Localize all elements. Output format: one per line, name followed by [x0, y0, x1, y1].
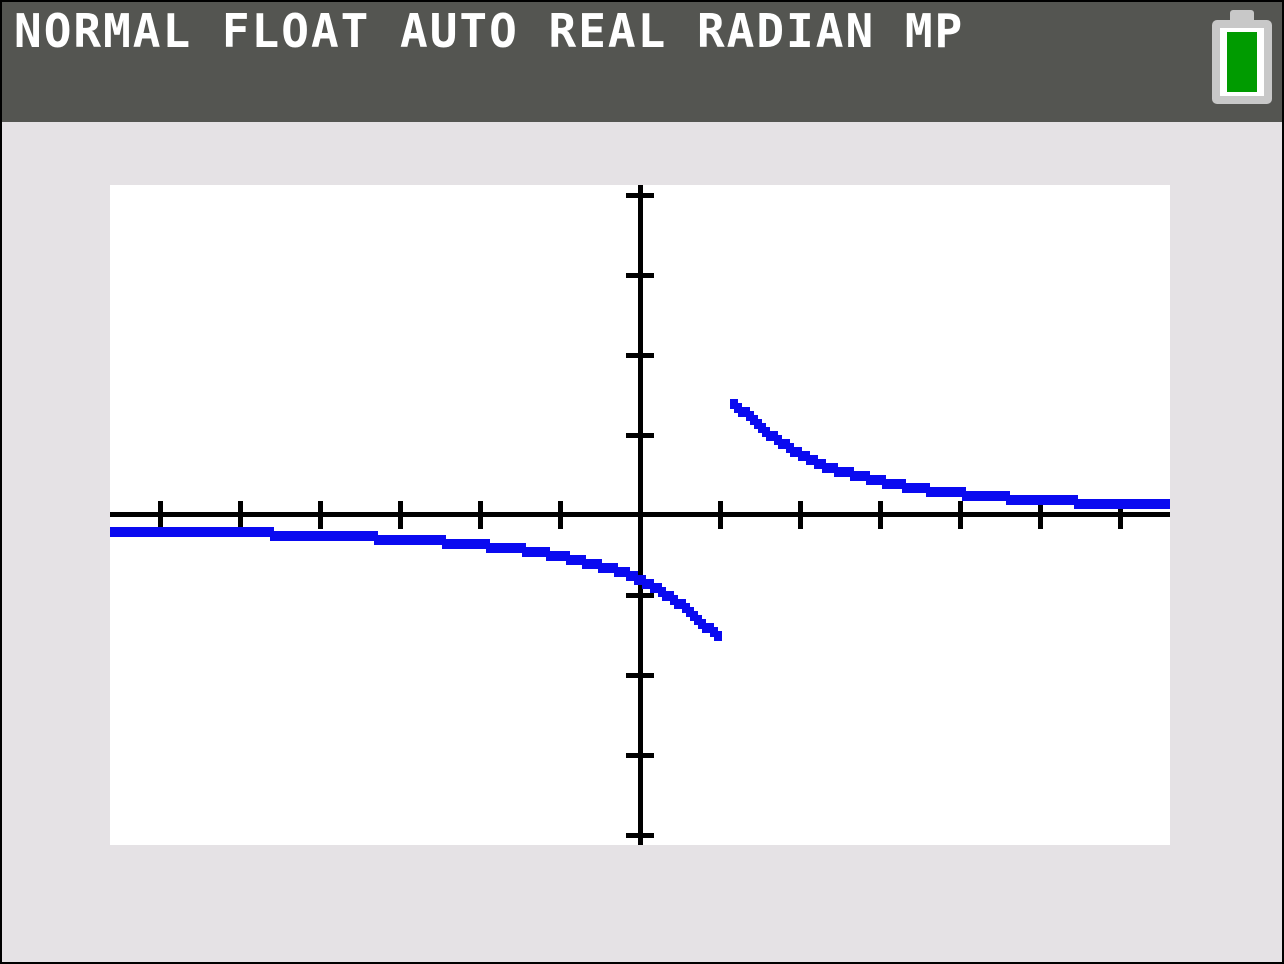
status-bar-text: NORMAL FLOAT AUTO REAL RADIAN MP — [14, 4, 965, 58]
y-axis-tick — [626, 193, 654, 198]
battery-level — [1227, 32, 1257, 92]
x-axis-tick — [318, 501, 323, 529]
battery-body — [1212, 20, 1272, 104]
x-axis-tick — [958, 501, 963, 529]
y-axis-tick — [626, 353, 654, 358]
y-axis-tick — [626, 833, 654, 838]
graph-canvas — [110, 185, 1170, 845]
x-axis-tick — [398, 501, 403, 529]
y-axis-tick — [626, 433, 654, 438]
graph-area — [110, 185, 1170, 845]
status-bar: NORMAL FLOAT AUTO REAL RADIAN MP — [2, 2, 1282, 122]
x-axis-tick — [478, 501, 483, 529]
y-axis-tick — [626, 593, 654, 598]
x-axis-tick — [798, 501, 803, 529]
battery-nub — [1230, 10, 1254, 20]
curve-branch-right — [1162, 499, 1170, 509]
x-axis-tick — [158, 501, 163, 529]
battery-icon — [1212, 10, 1272, 104]
x-axis-tick — [238, 501, 243, 529]
x-axis-tick — [878, 501, 883, 529]
x-axis-tick — [558, 501, 563, 529]
curve-branch-left — [714, 631, 722, 641]
battery-inner — [1220, 28, 1264, 96]
y-axis-tick — [626, 673, 654, 678]
y-axis-tick — [626, 273, 654, 278]
y-axis-tick — [626, 753, 654, 758]
x-axis-tick — [1038, 501, 1043, 529]
x-axis-tick — [718, 501, 723, 529]
y-axis — [638, 185, 643, 845]
x-axis-tick — [1118, 501, 1123, 529]
